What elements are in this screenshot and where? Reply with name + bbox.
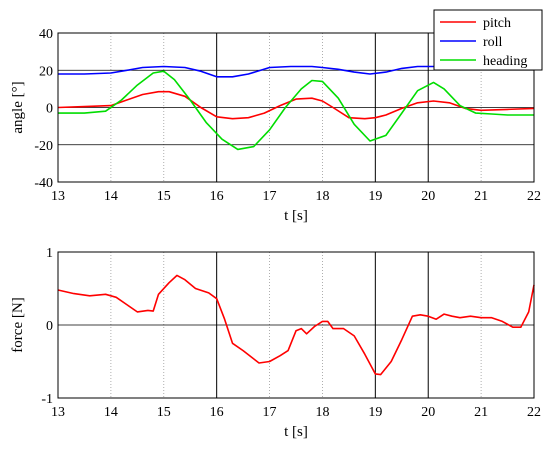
angle-y-axis-label: angle [°] <box>10 81 26 133</box>
angle-x-axis-label: t [s] <box>284 208 308 224</box>
angle-series <box>57 65 535 151</box>
x-tick-label: 17 <box>263 405 277 420</box>
x-tick-label: 14 <box>104 405 118 420</box>
x-tick-label: 13 <box>51 189 65 204</box>
x-tick-label: 21 <box>474 189 488 204</box>
force-plot-frame <box>57 251 535 399</box>
x-tick-label: 17 <box>263 189 277 204</box>
angle-plot-frame <box>57 32 535 183</box>
x-tick-label: 21 <box>474 405 488 420</box>
y-tick-label: 0 <box>46 319 53 334</box>
legend-label-heading: heading <box>483 54 527 69</box>
x-tick-label: 15 <box>157 405 171 420</box>
angle-panel: 13 14 15 16 17 18 19 20 21 22 -40 -20 0 20 40 t [s] an… <box>10 9 543 224</box>
y-tick-label: -1 <box>41 392 53 407</box>
legend: pitch roll heading <box>433 9 543 71</box>
x-tick-label: 22 <box>527 405 541 420</box>
force-series <box>57 274 535 376</box>
force-x-axis-label: t [s] <box>284 424 308 440</box>
x-tick-label: 13 <box>51 405 65 420</box>
x-tick-label: 22 <box>527 189 541 204</box>
x-tick-label: 19 <box>368 189 382 204</box>
angle-heading-line <box>58 70 534 151</box>
x-tick-label: 18 <box>315 405 329 420</box>
x-tick-label: 16 <box>210 405 224 420</box>
legend-label-pitch: pitch <box>483 16 511 31</box>
angle-pitch-line <box>57 90 535 120</box>
angle-ticks: 13 14 15 16 17 18 19 20 21 22 -40 -20 0 20 40 <box>34 27 541 204</box>
force-y-axis-label: force [N] <box>10 297 26 352</box>
y-tick-label: 20 <box>39 64 53 79</box>
y-tick-label: -40 <box>34 176 53 191</box>
y-tick-label: 0 <box>46 102 53 117</box>
y-tick-label: -20 <box>34 139 53 154</box>
angle-grid <box>58 33 534 182</box>
x-tick-label: 19 <box>368 405 382 420</box>
force-panel: 13 14 15 16 17 18 19 20 21 22 -1 0 1 t [s] force [N] <box>10 246 541 440</box>
force-series-0-line <box>57 274 535 376</box>
x-tick-label: 20 <box>421 189 435 204</box>
angle-roll-line <box>58 65 534 78</box>
x-tick-label: 20 <box>421 405 435 420</box>
legend-label-roll: roll <box>483 35 503 50</box>
x-tick-label: 18 <box>315 189 329 204</box>
force-ticks: 13 14 15 16 17 18 19 20 21 22 -1 0 1 <box>41 246 541 420</box>
x-tick-label: 14 <box>104 189 118 204</box>
x-tick-label: 15 <box>157 189 171 204</box>
x-tick-label: 16 <box>210 189 224 204</box>
y-tick-label: 40 <box>39 27 53 42</box>
y-tick-label: 1 <box>46 246 53 261</box>
